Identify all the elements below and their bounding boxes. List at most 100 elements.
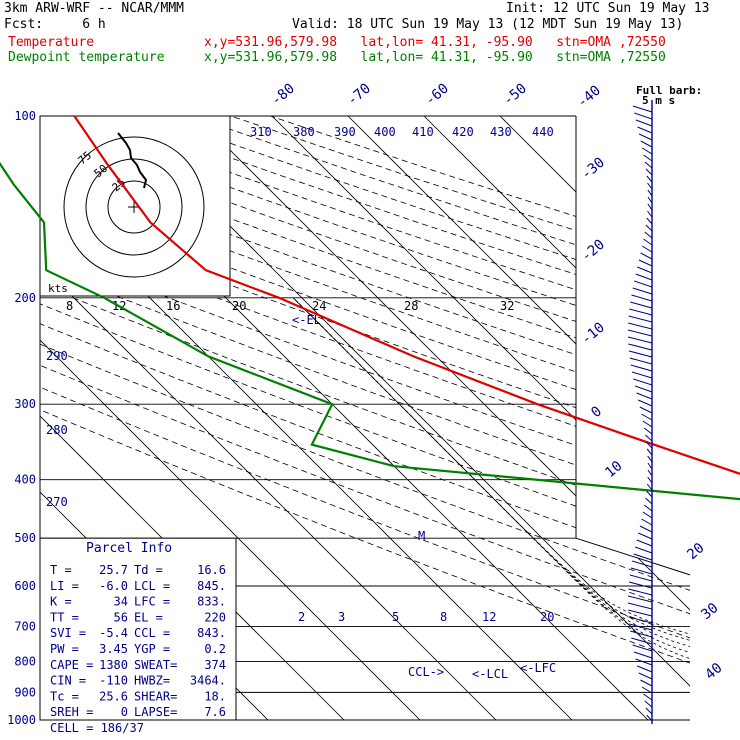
isotherm-label: 20: [684, 540, 707, 563]
parcel-info-value: 0.2: [204, 642, 226, 656]
mixing-ratio-label: 3: [338, 610, 345, 624]
pressure-label: 700: [14, 619, 36, 633]
wind-barb: [641, 245, 653, 253]
wind-barb: [632, 105, 653, 113]
wind-barb: [640, 252, 653, 260]
parcel-info-value: 374: [204, 658, 226, 672]
parcel-info-value: 7.6: [204, 705, 226, 719]
pressure-label: 600: [14, 579, 36, 593]
dry-adiabat: [40, 116, 690, 720]
isotherm-line: [271, 116, 690, 720]
parcel-info-key: YGP =: [134, 642, 170, 656]
wind-barb: [630, 364, 653, 372]
wind-barb: [642, 420, 653, 428]
model-title: 3km ARW-WRF -- NCAR/MMM: [4, 1, 185, 16]
wind-barb: [644, 161, 653, 169]
m-marker: M: [418, 529, 425, 543]
lcl-marker: <-LCL: [472, 667, 508, 681]
parcel-info-value: -5.4: [99, 626, 128, 640]
wind-barb: [647, 476, 653, 484]
parcel-info-box: [39, 537, 237, 721]
wind-barb: [640, 140, 653, 148]
wind-barb: [631, 371, 653, 379]
wind-barb: [645, 497, 653, 505]
dry-adiabat: [40, 116, 690, 720]
hodograph-speed-label: 24: [312, 299, 326, 313]
init-time: Init: 12 UTC Sun 19 May 13: [506, 1, 710, 16]
parcel-info-value: 843.: [197, 626, 226, 640]
wind-barb: [630, 301, 653, 309]
wind-barb: [628, 581, 653, 589]
pressure-label: 500: [14, 531, 36, 545]
isotherm-label: 10: [602, 458, 625, 481]
hodograph-unit: kts: [48, 282, 68, 295]
dewpoint-legend: Dewpoint temperature: [8, 50, 165, 65]
parcel-info-value: 18.: [204, 689, 226, 703]
hodograph-ring: [85, 158, 183, 256]
hodograph-speed-label: 20: [232, 299, 246, 313]
parcel-info-key: LI =: [50, 579, 79, 593]
mixing-ratio-label: 20: [540, 610, 554, 624]
wind-barb: [634, 112, 653, 120]
wind-barb: [628, 322, 653, 330]
wind-barb: [634, 280, 653, 288]
wind-barb: [631, 294, 653, 302]
wind-barb: [646, 441, 653, 449]
hodograph-ring: [107, 180, 161, 234]
wind-barb: [635, 273, 653, 281]
wind-barb: [627, 329, 653, 337]
parcel-info-value: -6.0: [99, 579, 128, 593]
wind-barb: [633, 651, 653, 659]
wind-barb: [639, 406, 653, 414]
wind-barb: [629, 308, 653, 316]
dry-adiabat: [191, 116, 690, 720]
wind-barb: [646, 490, 653, 498]
wind-barb: [627, 595, 653, 603]
wind-barb: [637, 126, 653, 134]
wind-barb: [631, 637, 653, 645]
parcel-info-value: 3.45: [99, 642, 128, 656]
isotherm-line: [651, 116, 690, 720]
wind-barb: [634, 546, 653, 554]
valid-time: Valid: 18 UTC Sun 19 May 13 (12 MDT Sun …: [292, 17, 684, 32]
wind-barb: [639, 525, 653, 533]
wind-barb: [646, 714, 653, 722]
full-barb-label: Full barb:: [636, 84, 702, 97]
wind-barb: [646, 483, 653, 491]
dry-adiabat: [40, 116, 690, 720]
wind-barb: [647, 182, 653, 190]
ccl-marker: CCL->: [408, 665, 444, 679]
hodograph-speed-label: 8: [66, 299, 73, 313]
isotherm-line: [195, 116, 690, 720]
parcel-info-value: 3464.: [190, 674, 226, 688]
parcel-info-key: EL =: [134, 610, 163, 624]
dry-adiabat: [40, 116, 690, 720]
wind-barb: [628, 609, 653, 617]
wind-barb: [645, 434, 653, 442]
dry-adiabat: [40, 116, 690, 720]
wind-barb: [629, 623, 653, 631]
wind-barb: [632, 560, 653, 568]
parcel-info-value: -110: [99, 674, 128, 688]
wind-barb: [637, 399, 653, 407]
mixing-ratio-label: 5: [392, 610, 399, 624]
isotherm-label: -70: [344, 81, 374, 110]
isotherm-label: -20: [578, 237, 608, 266]
wind-barb: [630, 630, 653, 638]
wind-barb: [638, 259, 653, 267]
wind-barb: [633, 378, 653, 386]
dewpoint-profile: [0, 161, 740, 501]
wind-barb: [628, 343, 653, 351]
hodograph-speed-label: 16: [166, 299, 180, 313]
parcel-info-key: LAPSE=: [134, 705, 177, 719]
dry-adiabat: [230, 116, 690, 720]
parcel-info-key: LCL =: [134, 579, 170, 593]
isotherm-label: -40: [574, 83, 604, 112]
parcel-info-value: 34: [114, 595, 128, 609]
wind-barb: [641, 413, 653, 421]
theta-label: 440: [532, 125, 554, 139]
wind-barb: [627, 602, 653, 610]
wind-barb: [628, 350, 653, 358]
